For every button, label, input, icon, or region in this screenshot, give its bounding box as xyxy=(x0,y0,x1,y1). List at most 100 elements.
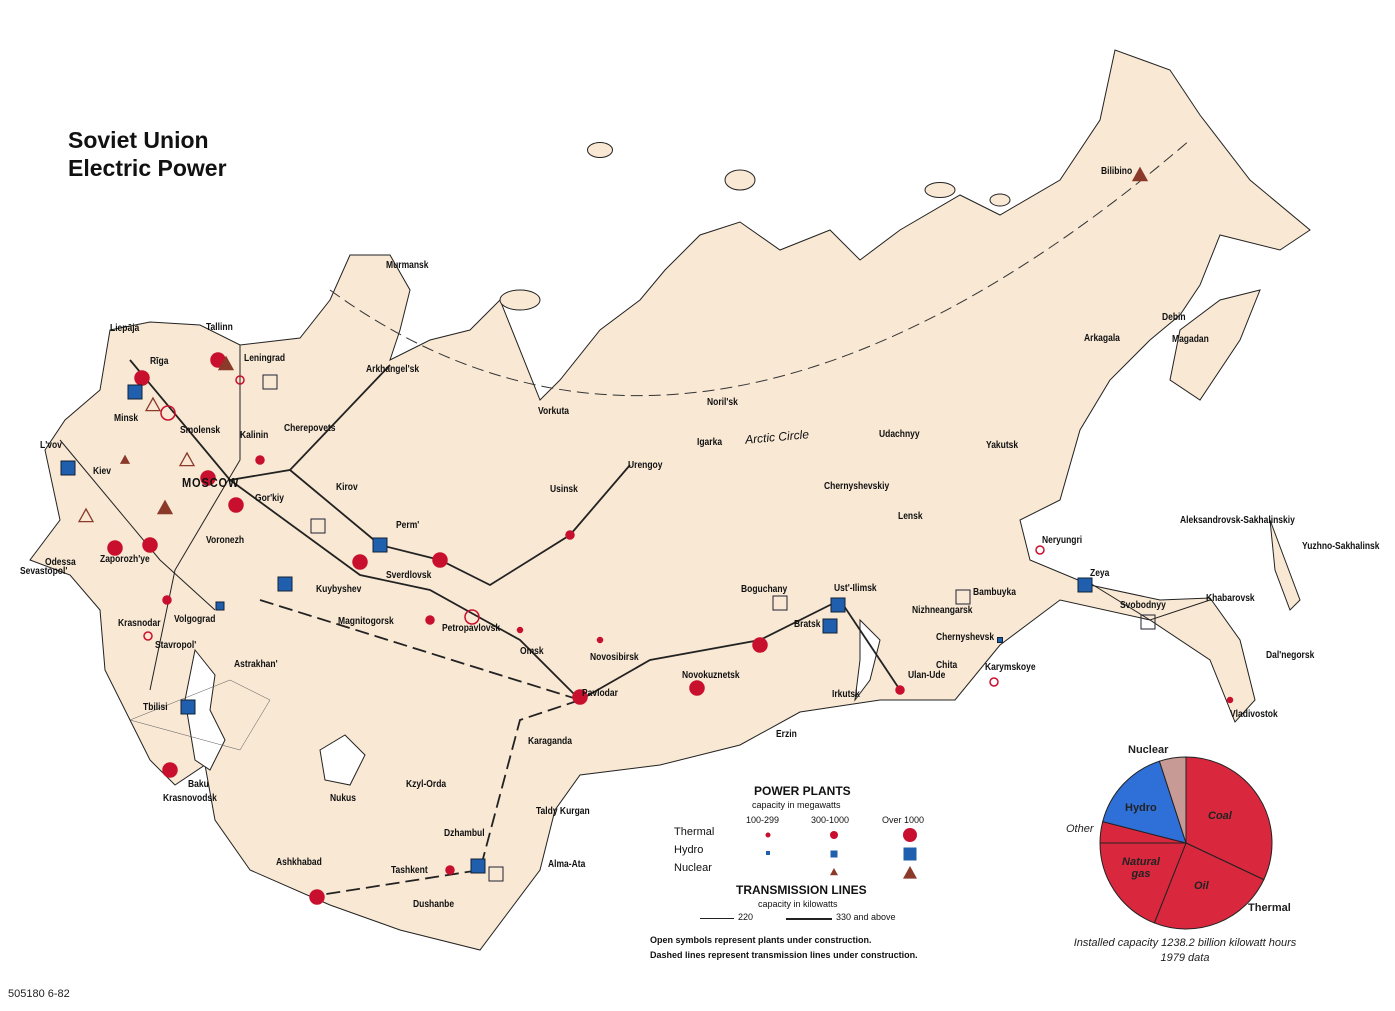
thermal-plant-under-construction xyxy=(235,375,245,385)
city-label: Magadan xyxy=(1172,334,1209,345)
border-caucasus xyxy=(129,679,271,751)
thermal-plant xyxy=(142,537,158,553)
city-label: Tashkent xyxy=(391,865,428,876)
hydro-plant-under-construction xyxy=(772,595,788,611)
thermal-plant-under-construction xyxy=(160,405,176,421)
city-label: Bilibino xyxy=(1101,166,1133,177)
arctic-island xyxy=(587,142,613,158)
city-label: Svobodnyy xyxy=(1120,600,1166,611)
thermal-plant xyxy=(425,615,435,625)
nuclear-plant-under-construction xyxy=(77,507,95,523)
city-label: Usinsk xyxy=(550,484,578,495)
thermal-plant-under-construction xyxy=(143,631,153,641)
kamchatka xyxy=(1169,289,1261,401)
legend-note-dashed: Dashed lines represent transmission line… xyxy=(650,950,918,960)
city-label: Cherepovets xyxy=(284,423,336,434)
legend-thermal-symbol xyxy=(830,831,838,839)
city-label: Noril'sk xyxy=(707,397,738,408)
thermal-plant xyxy=(309,889,325,905)
thermal-plant xyxy=(445,865,455,875)
hydro-plant xyxy=(215,601,225,611)
hydro-plant xyxy=(822,618,838,634)
thermal-plant xyxy=(255,455,265,465)
ussr-outline xyxy=(29,49,1311,951)
hydro-plant xyxy=(1077,577,1093,593)
thermal-plant xyxy=(596,636,604,644)
city-label: Udachnyy xyxy=(879,429,920,440)
legend-thermal-symbol xyxy=(903,828,917,842)
thermal-plant xyxy=(200,470,216,486)
transmission-line xyxy=(1084,579,1211,621)
transmission-line xyxy=(59,439,216,611)
legend-line-330 xyxy=(786,918,832,920)
thermal-plant xyxy=(162,762,178,778)
city-label: Krasnovodsk xyxy=(163,793,217,804)
city-label: Zaporozh'ye xyxy=(100,554,150,565)
city-label: Kzyl-Orda xyxy=(406,779,447,790)
hydro-plant xyxy=(180,699,196,715)
city-label: Omsk xyxy=(520,646,544,657)
nuclear-plant xyxy=(119,454,131,464)
map-title: Soviet Union Electric Power xyxy=(68,127,227,181)
hydro-plant-under-construction xyxy=(955,589,971,605)
city-label: Dzhambul xyxy=(444,828,485,839)
nuclear-plant-under-construction xyxy=(144,396,162,412)
city-label: Arkagala xyxy=(1084,333,1120,344)
transmission-line xyxy=(319,699,581,896)
thermal-plant xyxy=(565,530,575,540)
city-label: Urengoy xyxy=(628,460,663,471)
city-label: Nizhneangarsk xyxy=(912,605,973,616)
legend-line-330-label: 330 and above xyxy=(836,912,896,922)
arctic-island xyxy=(924,182,956,198)
city-label: Stavropol' xyxy=(155,640,197,651)
legend-row-nuclear: Nuclear xyxy=(674,862,712,874)
city-label: Vladivostok xyxy=(1230,709,1278,720)
pie-slice-oil xyxy=(1153,842,1265,930)
city-label: Minsk xyxy=(114,413,139,424)
aral-sea xyxy=(319,734,366,786)
arctic-island xyxy=(724,169,756,191)
city-label: Odessa xyxy=(45,557,76,568)
city-label: Kuybyshev xyxy=(316,584,362,595)
legend-size-large: Over 1000 xyxy=(882,815,925,825)
land-mass xyxy=(29,49,1311,951)
hydro-plant xyxy=(127,384,143,400)
city-label: Chernyshevskiy xyxy=(824,481,890,492)
pie-label-hydro: Hydro xyxy=(1125,802,1157,814)
hydro-plant xyxy=(60,460,76,476)
sakhalin xyxy=(1269,519,1301,611)
city-label: Smolensk xyxy=(180,425,221,436)
lake-baikal xyxy=(854,618,881,702)
city-label: Lensk xyxy=(898,511,923,522)
city-label: Tallinn xyxy=(206,322,233,333)
city-label: Karaganda xyxy=(528,736,572,747)
city-label: Bambuyka xyxy=(973,587,1016,598)
city-label: Taldy Kurgan xyxy=(536,806,590,817)
legend-thermal-symbol xyxy=(765,832,771,838)
thermal-plant xyxy=(162,595,172,605)
city-label: Chernyshevsk xyxy=(936,632,995,643)
legend-kw-label: capacity in kilowatts xyxy=(758,899,838,909)
city-label: Ashkhabad xyxy=(276,857,322,868)
city-label: Krasnodar xyxy=(118,618,161,629)
city-label: Khabarovsk xyxy=(1206,593,1255,604)
city-label: Irkutsk xyxy=(832,689,860,700)
city-label: Tbilisi xyxy=(143,702,168,713)
thermal-plant xyxy=(352,554,368,570)
thermal-plant-under-construction xyxy=(1035,545,1045,555)
thermal-plant xyxy=(134,370,150,386)
city-label: Alma-Ata xyxy=(548,859,586,870)
pie-label-nuclear: Nuclear xyxy=(1128,744,1169,756)
city-label: Bratsk xyxy=(794,619,821,630)
legend-transmission-title: TRANSMISSION LINES xyxy=(736,883,867,897)
legend-nuclear-symbol xyxy=(903,866,917,879)
city-label: Murmansk xyxy=(386,260,429,271)
city-label: Pavlodar xyxy=(582,688,618,699)
city-label: Nukus xyxy=(330,793,356,804)
city-label: Novosibirsk xyxy=(590,652,639,663)
city-label: Kalinin xyxy=(240,430,269,441)
city-label: Arkhangel'sk xyxy=(366,364,420,375)
city-label: Erzin xyxy=(776,729,797,740)
transmission-line xyxy=(129,359,631,587)
city-label: Igarka xyxy=(697,437,723,448)
